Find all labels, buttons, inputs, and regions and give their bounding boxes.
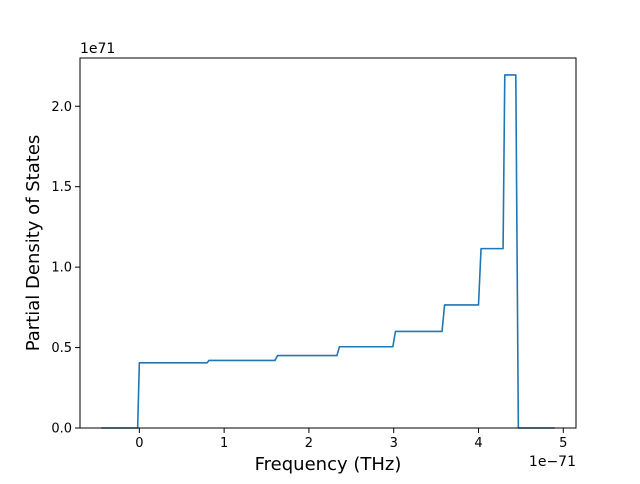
- x-tick-label: 1: [220, 436, 228, 451]
- x-tick-label: 2: [305, 436, 313, 451]
- x-tick-label: 4: [474, 436, 482, 451]
- y-tick-label: 2.0: [51, 100, 72, 115]
- x-tick-label: 3: [390, 436, 398, 451]
- x-tick-label: 0: [135, 436, 143, 451]
- x-offset-label: 1e−71: [529, 454, 576, 470]
- y-tick-label: 0.5: [51, 341, 72, 356]
- x-axis-label: Frequency (THz): [255, 454, 402, 475]
- pdos-series-line: [101, 74, 555, 429]
- plot-frame: [79, 57, 577, 429]
- y-axis-label: Partial Density of States: [23, 135, 44, 352]
- y-offset-label: 1e71: [80, 41, 115, 57]
- ticks-layer: 0 1 2 3 4 5 0.0 0.5 1.0 1.5 2.0: [51, 100, 567, 451]
- series-layer: [101, 74, 555, 429]
- x-tick-label: 5: [559, 436, 567, 451]
- y-tick-label: 0.0: [51, 422, 72, 437]
- y-tick-label: 1.5: [51, 180, 72, 195]
- y-tick-label: 1.0: [51, 261, 72, 276]
